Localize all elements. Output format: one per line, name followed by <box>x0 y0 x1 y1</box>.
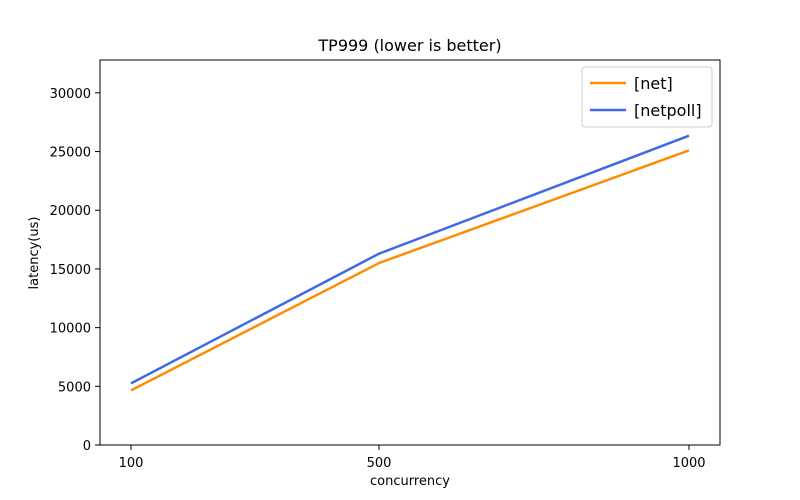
series-line-net <box>130 149 690 392</box>
x-tick-label: 1000 <box>672 456 705 471</box>
series-lines <box>130 134 690 392</box>
y-tick-label: 25000 <box>50 146 91 161</box>
y-axis: 0 5000 10000 15000 20000 25000 30000 <box>50 87 100 454</box>
x-tick-label: 100 <box>119 456 144 471</box>
x-axis-title: concurrency <box>370 474 450 489</box>
y-tick-label: 30000 <box>50 87 91 102</box>
x-tick-label: 500 <box>367 456 392 471</box>
legend-label-netpoll: [netpoll] <box>634 101 702 120</box>
y-tick-label: 0 <box>83 439 91 454</box>
y-tick-label: 20000 <box>50 204 91 219</box>
legend-label-net: [net] <box>634 74 673 93</box>
legend: [net] [netpoll] <box>581 66 713 128</box>
x-axis: 100 500 1000 <box>119 445 706 471</box>
plot-area <box>99 59 721 446</box>
y-tick-label: 10000 <box>50 322 91 337</box>
y-tick-label: 5000 <box>58 380 91 395</box>
series-line-netpoll <box>130 134 690 385</box>
chart-title: TP999 (lower is better) <box>317 36 501 55</box>
y-tick-label: 15000 <box>50 263 91 278</box>
y-axis-title: latency(us) <box>27 217 42 290</box>
